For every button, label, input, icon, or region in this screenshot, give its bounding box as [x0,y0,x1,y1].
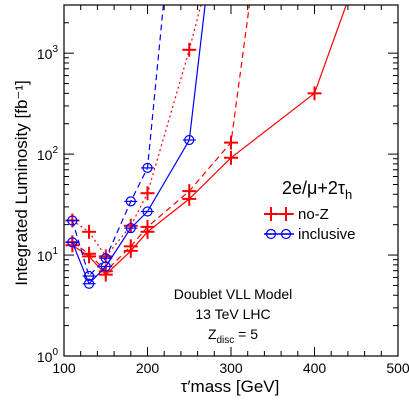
y-axis-title: Integrated Luminosity [fb⁻¹] [12,80,31,286]
model-annotation: Doublet VLL Model 13 TeV LHC Zdisc = 5 [174,286,293,346]
annotation-z-value: = 5 [234,326,258,342]
series-3 [65,5,206,289]
legend: 2e/μ+2τh no-Z inclusive [264,178,356,243]
series-1 [65,5,250,279]
annotation-line-3: Zdisc = 5 [208,326,258,346]
y-tick-label: 100 [37,347,59,365]
x-tick-label: 300 [219,360,243,376]
x-tick-label: 100 [52,360,76,376]
legend-title: 2e/μ+2τh [282,178,352,202]
series-4 [65,5,164,282]
legend-markers [264,207,294,240]
legend-label-inclusive: inclusive [298,226,356,243]
series-2-line [71,5,202,258]
legend-label-no-z: no-Z [298,206,329,223]
legend-title-sub: h [345,187,352,202]
x-axis-title: τ′mass [GeV] [181,377,280,396]
plot-frame [63,4,399,357]
x-tick-label: 400 [303,360,327,376]
axes: 100 200 300 400 500 100 101 102 103 [37,4,409,376]
y-tick-label: 102 [37,145,59,163]
y-tick-label: 101 [37,246,59,264]
annotation-z-sub: disc [217,335,235,346]
annotation-z: Z [208,326,217,342]
x-tick-label: 200 [136,360,160,376]
legend-title-main: 2e/μ+2τ [282,178,345,198]
annotation-line-2: 13 TeV LHC [195,306,270,322]
series-1-line [71,5,250,273]
series-group [65,5,347,289]
x-tick-label: 500 [386,360,409,376]
series-4-line [71,5,164,278]
y-tick-label: 103 [37,44,59,62]
annotation-line-1: Doublet VLL Model [174,286,293,302]
